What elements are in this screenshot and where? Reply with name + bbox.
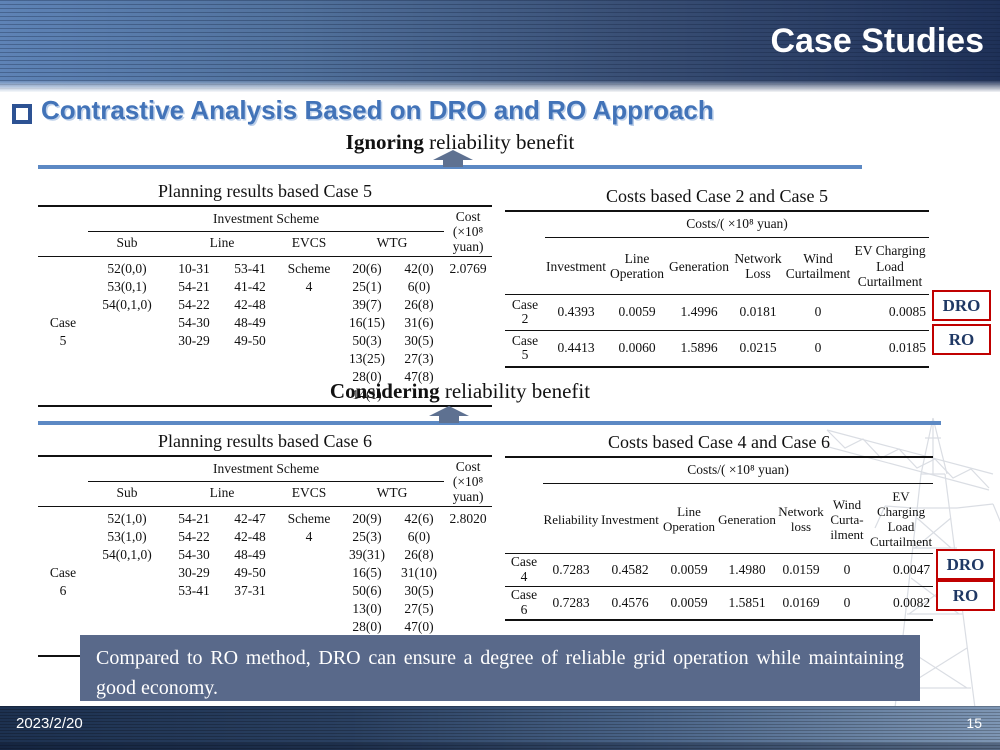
- column-header: Wind Curtailment: [785, 237, 851, 295]
- table-title: Costs based Case 2 and Case 5: [606, 186, 828, 206]
- up-arrow-icon: [430, 150, 476, 167]
- cell-evcs: Scheme 4: [287, 261, 331, 295]
- ro-tag: RO: [936, 580, 995, 611]
- cell-wtg-2: 42(0) 6(0) 26(8) 31(6) 30(5) 27(3) 47(8): [404, 261, 434, 385]
- dro-tag: DRO: [932, 290, 991, 321]
- table-row-case5: Case 5 0.4413 0.0060 1.5896 0.0215 0 0.0…: [511, 332, 927, 363]
- column-header-wtg: WTG: [340, 481, 445, 508]
- table-title: Planning results based Case 6: [158, 431, 372, 451]
- column-header: Investment: [599, 483, 661, 555]
- table-row-case4: Case 4 0.7283 0.4582 0.0059 1.4980 0.015…: [505, 553, 934, 588]
- footer-date: 2023/2/20: [16, 715, 83, 732]
- costs-table-case4-case6: Costs based Case 4 and Case 6 Costs/( ×1…: [505, 432, 999, 622]
- up-arrow-icon: [426, 406, 472, 423]
- cell-line-2: 53-41 41-42 42-48 48-49 49-50: [234, 261, 266, 349]
- cell-sub: 52(1,0) 53(1,0) 54(0,1,0): [102, 511, 152, 563]
- column-header: Network Loss: [731, 237, 785, 295]
- column-header: Reliability: [543, 483, 599, 555]
- slide-title-row: Contrastive Analysis Based on DRO and RO…: [12, 96, 714, 125]
- cell-evcs: Scheme 4: [287, 511, 331, 545]
- column-header: Investment: [545, 237, 607, 295]
- dro-tag: DRO: [936, 549, 995, 580]
- table-row: Case 6 52(1,0) 53(1,0) 54(0,1,0) 54-21 5…: [38, 507, 492, 656]
- slide-header-banner: Case Studies: [0, 0, 1000, 92]
- cell-case: Case 6: [49, 565, 77, 599]
- column-header: Wind Curta- ilment: [825, 483, 869, 555]
- column-header-line: Line: [166, 481, 278, 508]
- cell-sub: 52(0,0) 53(0,1) 54(0,1,0): [102, 261, 152, 313]
- cell-wtg-2: 42(6) 6(0) 26(8) 31(10) 30(5) 27(5) 47(0…: [401, 511, 438, 635]
- costs-table-case2-case5: Costs based Case 2 and Case 5 Costs/( ×1…: [505, 186, 991, 368]
- cell-wtg-1: 20(6) 25(1) 39(7) 16(15) 50(3) 13(25) 28…: [349, 261, 385, 402]
- cell-case: Case 5: [49, 315, 77, 349]
- ro-tag: RO: [932, 324, 991, 355]
- column-header: Line Operation: [607, 237, 667, 295]
- table-row: Case 5 52(0,0) 53(0,1) 54(0,1,0) 10-31 5…: [38, 257, 492, 406]
- page-title: Contrastive Analysis Based on DRO and RO…: [41, 95, 714, 125]
- unit-header: Costs/( ×10⁸ yuan): [543, 457, 934, 484]
- cell-line-1: 54-21 54-22 54-30 30-29 53-41: [178, 511, 210, 599]
- table-row-case6: Case 6 0.7283 0.4576 0.0059 1.5851 0.016…: [510, 587, 931, 618]
- column-header-sub: Sub: [88, 231, 166, 258]
- conclusion-box: Compared to RO method, DRO can ensure a …: [80, 635, 920, 701]
- column-header-cost: Cost (×10⁸ yuan): [444, 206, 493, 258]
- footer-page-number: 15: [966, 715, 982, 731]
- table-title: Planning results based Case 5: [158, 181, 372, 201]
- planning-table: Investment Scheme Cost (×10⁸ yuan) Sub L…: [38, 455, 493, 657]
- divider-line: [38, 421, 941, 425]
- costs-table: Costs/( ×10⁸ yuan) Reliability Investmen…: [505, 456, 934, 622]
- column-header: Generation: [667, 237, 731, 295]
- column-header: EV Charging Load Curtailment: [869, 483, 934, 555]
- table-row-case2: Case 2 0.4393 0.0059 1.4996 0.0181 0 0.0…: [505, 294, 930, 331]
- column-header: Network loss: [777, 483, 825, 555]
- costs-table: Costs/( ×10⁸ yuan) Investment Line Opera…: [505, 210, 930, 368]
- group-header: Investment Scheme: [88, 456, 445, 483]
- table-title: Costs based Case 4 and Case 6: [608, 432, 830, 452]
- cell-line-1: 10-31 54-21 54-22 54-30 30-29: [178, 261, 210, 349]
- planning-table-case6: Planning results based Case 6 Investment…: [38, 431, 493, 657]
- cell-wtg-1: 20(9) 25(3) 39(31) 16(5) 50(6) 13(0) 28(…: [349, 511, 385, 652]
- divider-line: [38, 165, 862, 169]
- column-header-line: Line: [166, 231, 278, 258]
- column-header-evcs: EVCS: [278, 481, 340, 508]
- cell-cost: 2.8020: [449, 511, 487, 527]
- column-header: Line Operation: [661, 483, 717, 555]
- column-header: EV Charging Load Curtailment: [851, 237, 930, 295]
- column-header-cost: Cost (×10⁸ yuan): [444, 456, 493, 508]
- banner-title: Case Studies: [770, 22, 984, 60]
- unit-header: Costs/( ×10⁸ yuan): [545, 211, 930, 238]
- column-header-evcs: EVCS: [278, 231, 340, 258]
- cell-line-2: 42-47 42-48 48-49 49-50 37-31: [234, 511, 266, 599]
- planning-table: Investment Scheme Cost (×10⁸ yuan) Sub L…: [38, 205, 493, 407]
- planning-table-case5: Planning results based Case 5 Investment…: [38, 181, 493, 407]
- section-label-considering: Considering reliability benefit: [329, 379, 591, 403]
- square-bullet-icon: [12, 104, 32, 124]
- column-header-sub: Sub: [88, 481, 166, 508]
- footer-bar: 2023/2/20 15: [0, 706, 1000, 750]
- conclusion-text: Compared to RO method, DRO can ensure a …: [96, 647, 904, 699]
- cell-cost: 2.0769: [449, 261, 487, 277]
- column-header: Generation: [717, 483, 777, 555]
- group-header: Investment Scheme: [88, 206, 445, 233]
- column-header-wtg: WTG: [340, 231, 445, 258]
